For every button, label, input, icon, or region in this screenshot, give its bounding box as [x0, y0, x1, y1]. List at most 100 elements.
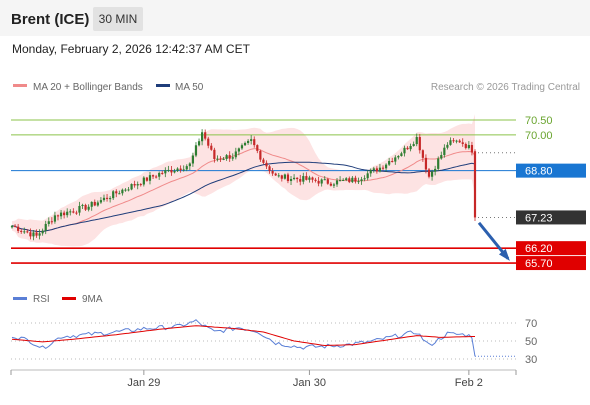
candle-body — [461, 142, 464, 144]
legend-ma50-label: MA 50 — [175, 82, 204, 93]
candle-body — [130, 184, 133, 190]
candles — [10, 129, 477, 241]
legend-rsi-label: RSI — [33, 294, 50, 305]
candle-body — [427, 169, 431, 177]
candle-body — [167, 169, 170, 171]
candle-body — [240, 145, 244, 149]
candle-body — [81, 204, 84, 206]
candle-body — [237, 148, 241, 152]
candle-body — [243, 142, 247, 146]
x-axis: Jan 29 Jan 30 Feb 2 — [10, 370, 517, 389]
candle-body — [421, 150, 424, 158]
candle-body — [219, 158, 222, 160]
candle-body — [464, 143, 467, 149]
candle-body — [176, 168, 179, 171]
candle-body — [283, 174, 286, 179]
candle-body — [335, 180, 339, 185]
candle-body — [59, 212, 63, 217]
candle-body — [357, 181, 360, 183]
candle-body — [69, 211, 72, 213]
candle-body — [124, 189, 127, 191]
candle-body — [409, 145, 412, 150]
candle-body — [265, 162, 268, 167]
candle-body — [93, 201, 96, 206]
candle-body — [118, 193, 121, 195]
rsi-tick-label: 70 — [525, 318, 537, 330]
candle-body — [191, 155, 195, 164]
candle-body — [182, 169, 185, 171]
candle-body — [400, 153, 403, 157]
candle-body — [121, 189, 124, 194]
watermark-text: Research © 2026 Trading Central — [431, 82, 580, 93]
candle-body — [234, 151, 237, 158]
candle-body — [296, 177, 299, 180]
candle-body — [256, 145, 259, 151]
candle-body — [467, 145, 470, 149]
candle-body — [148, 175, 152, 181]
legend-ma20-swatch — [13, 84, 27, 87]
candle-body — [332, 184, 336, 186]
rsi-panel: 70 50 30 — [11, 318, 537, 366]
candle-body — [424, 157, 428, 170]
candle-body — [194, 145, 198, 156]
candle-body — [90, 201, 93, 207]
candle-body — [204, 132, 207, 139]
candle-body — [381, 167, 385, 169]
moving-averages — [11, 148, 476, 233]
candle-body — [201, 132, 204, 142]
candle-body — [262, 159, 265, 163]
candle-body — [213, 149, 216, 160]
candle-body — [145, 177, 149, 181]
candle-body — [366, 173, 369, 179]
candle-body — [326, 179, 329, 184]
candle-body — [185, 166, 188, 170]
candle-body — [394, 157, 397, 162]
candle-body — [197, 141, 201, 146]
candle-body — [13, 225, 17, 227]
legend-ma50-swatch — [156, 84, 170, 87]
last-price-label-box — [516, 210, 586, 225]
candle-body — [317, 180, 320, 184]
candle-body — [139, 184, 142, 186]
candle-body — [342, 180, 345, 182]
candle-body — [216, 158, 219, 160]
pivot-label: 68.80 — [525, 166, 553, 178]
candle-body — [253, 139, 256, 146]
forecast-arrow-head — [498, 248, 510, 261]
candle-body — [173, 170, 176, 173]
candle-body — [56, 215, 60, 217]
candle-body — [72, 211, 75, 213]
candle-body — [299, 179, 302, 182]
candle-body — [78, 205, 81, 213]
timeframe-badge — [93, 7, 143, 31]
candle-body — [26, 231, 29, 233]
candle-body — [345, 178, 348, 181]
x-tick-label: Jan 29 — [127, 377, 160, 389]
candle-body — [348, 178, 351, 183]
legend-9ma-label: 9MA — [82, 294, 103, 305]
pivot-label-box — [516, 163, 586, 178]
candle-body — [292, 177, 296, 180]
candle-body — [308, 177, 311, 180]
candle-body — [35, 232, 38, 236]
candle-body — [277, 175, 280, 177]
bollinger-band — [12, 114, 475, 247]
candle-body — [115, 191, 118, 194]
candle-body — [84, 204, 87, 210]
candle-body — [311, 177, 314, 180]
candle-body — [449, 140, 452, 145]
timeframe-label: 30 MIN — [99, 12, 138, 26]
candle-body — [384, 164, 388, 169]
candle-body — [363, 178, 366, 180]
candle-body — [397, 156, 400, 158]
candle-body — [96, 202, 99, 206]
candle-body — [470, 145, 474, 153]
candle-body — [289, 179, 293, 182]
candle-body — [188, 163, 191, 167]
candle-body — [47, 221, 50, 224]
candle-body — [458, 140, 461, 143]
candle-body — [44, 223, 47, 231]
ma50-line — [11, 161, 476, 233]
candle-body — [286, 174, 290, 182]
